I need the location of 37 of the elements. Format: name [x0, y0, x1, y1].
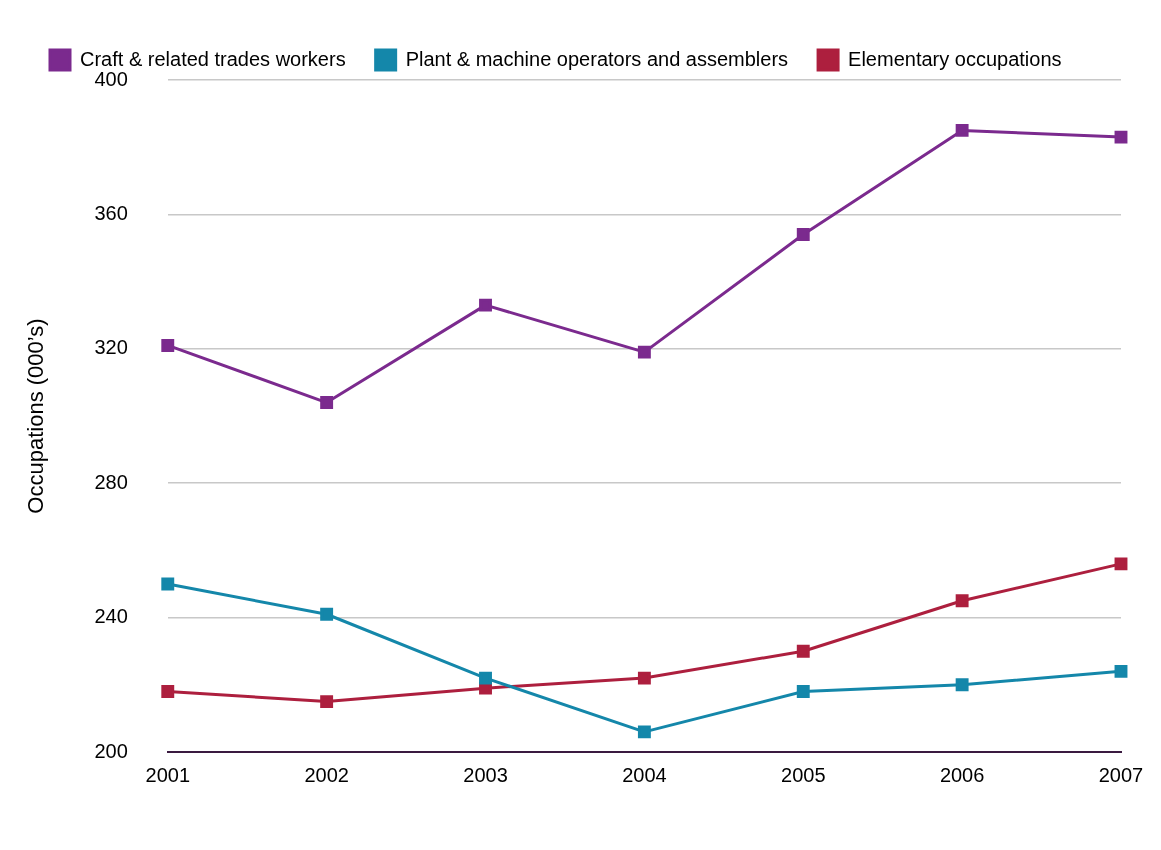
point [1114, 557, 1128, 571]
y-tick-label: 200 [94, 739, 128, 762]
point [479, 671, 492, 685]
legend-label: Craft & related trades workers [80, 47, 346, 70]
x-tick-label: 2007 [1098, 763, 1144, 786]
y-tick-label: 240 [94, 605, 128, 628]
y-tick-label: 360 [94, 201, 128, 224]
point [320, 695, 334, 709]
x-tick-label: 2003 [463, 763, 508, 786]
point [161, 338, 175, 352]
point [161, 685, 175, 698]
point [1114, 664, 1128, 678]
point [479, 298, 492, 312]
y-tick-label: 320 [94, 336, 128, 359]
point [320, 607, 334, 621]
point [955, 123, 969, 137]
point [955, 594, 969, 608]
legend-label: Plant & machine operators and assemblers [405, 47, 789, 70]
point [637, 725, 651, 739]
point [637, 671, 651, 685]
x-tick-label: 2006 [939, 763, 985, 786]
y-tick-label: 280 [94, 470, 128, 493]
x-tick-label: 2004 [622, 763, 667, 786]
point [796, 685, 810, 698]
point [796, 228, 810, 242]
point [637, 345, 651, 359]
x-tick-label: 2001 [145, 763, 191, 786]
legend-label: Elementary occupations [848, 47, 1062, 70]
y-axis-title: Occupations (000’s) [23, 318, 49, 514]
point [161, 577, 175, 591]
point [1114, 130, 1128, 144]
point [955, 678, 969, 692]
x-tick-label: 2002 [304, 763, 349, 786]
point [320, 396, 334, 410]
x-tick-label: 2005 [781, 763, 826, 786]
y-tick-label: 400 [94, 67, 128, 90]
point [796, 644, 810, 658]
